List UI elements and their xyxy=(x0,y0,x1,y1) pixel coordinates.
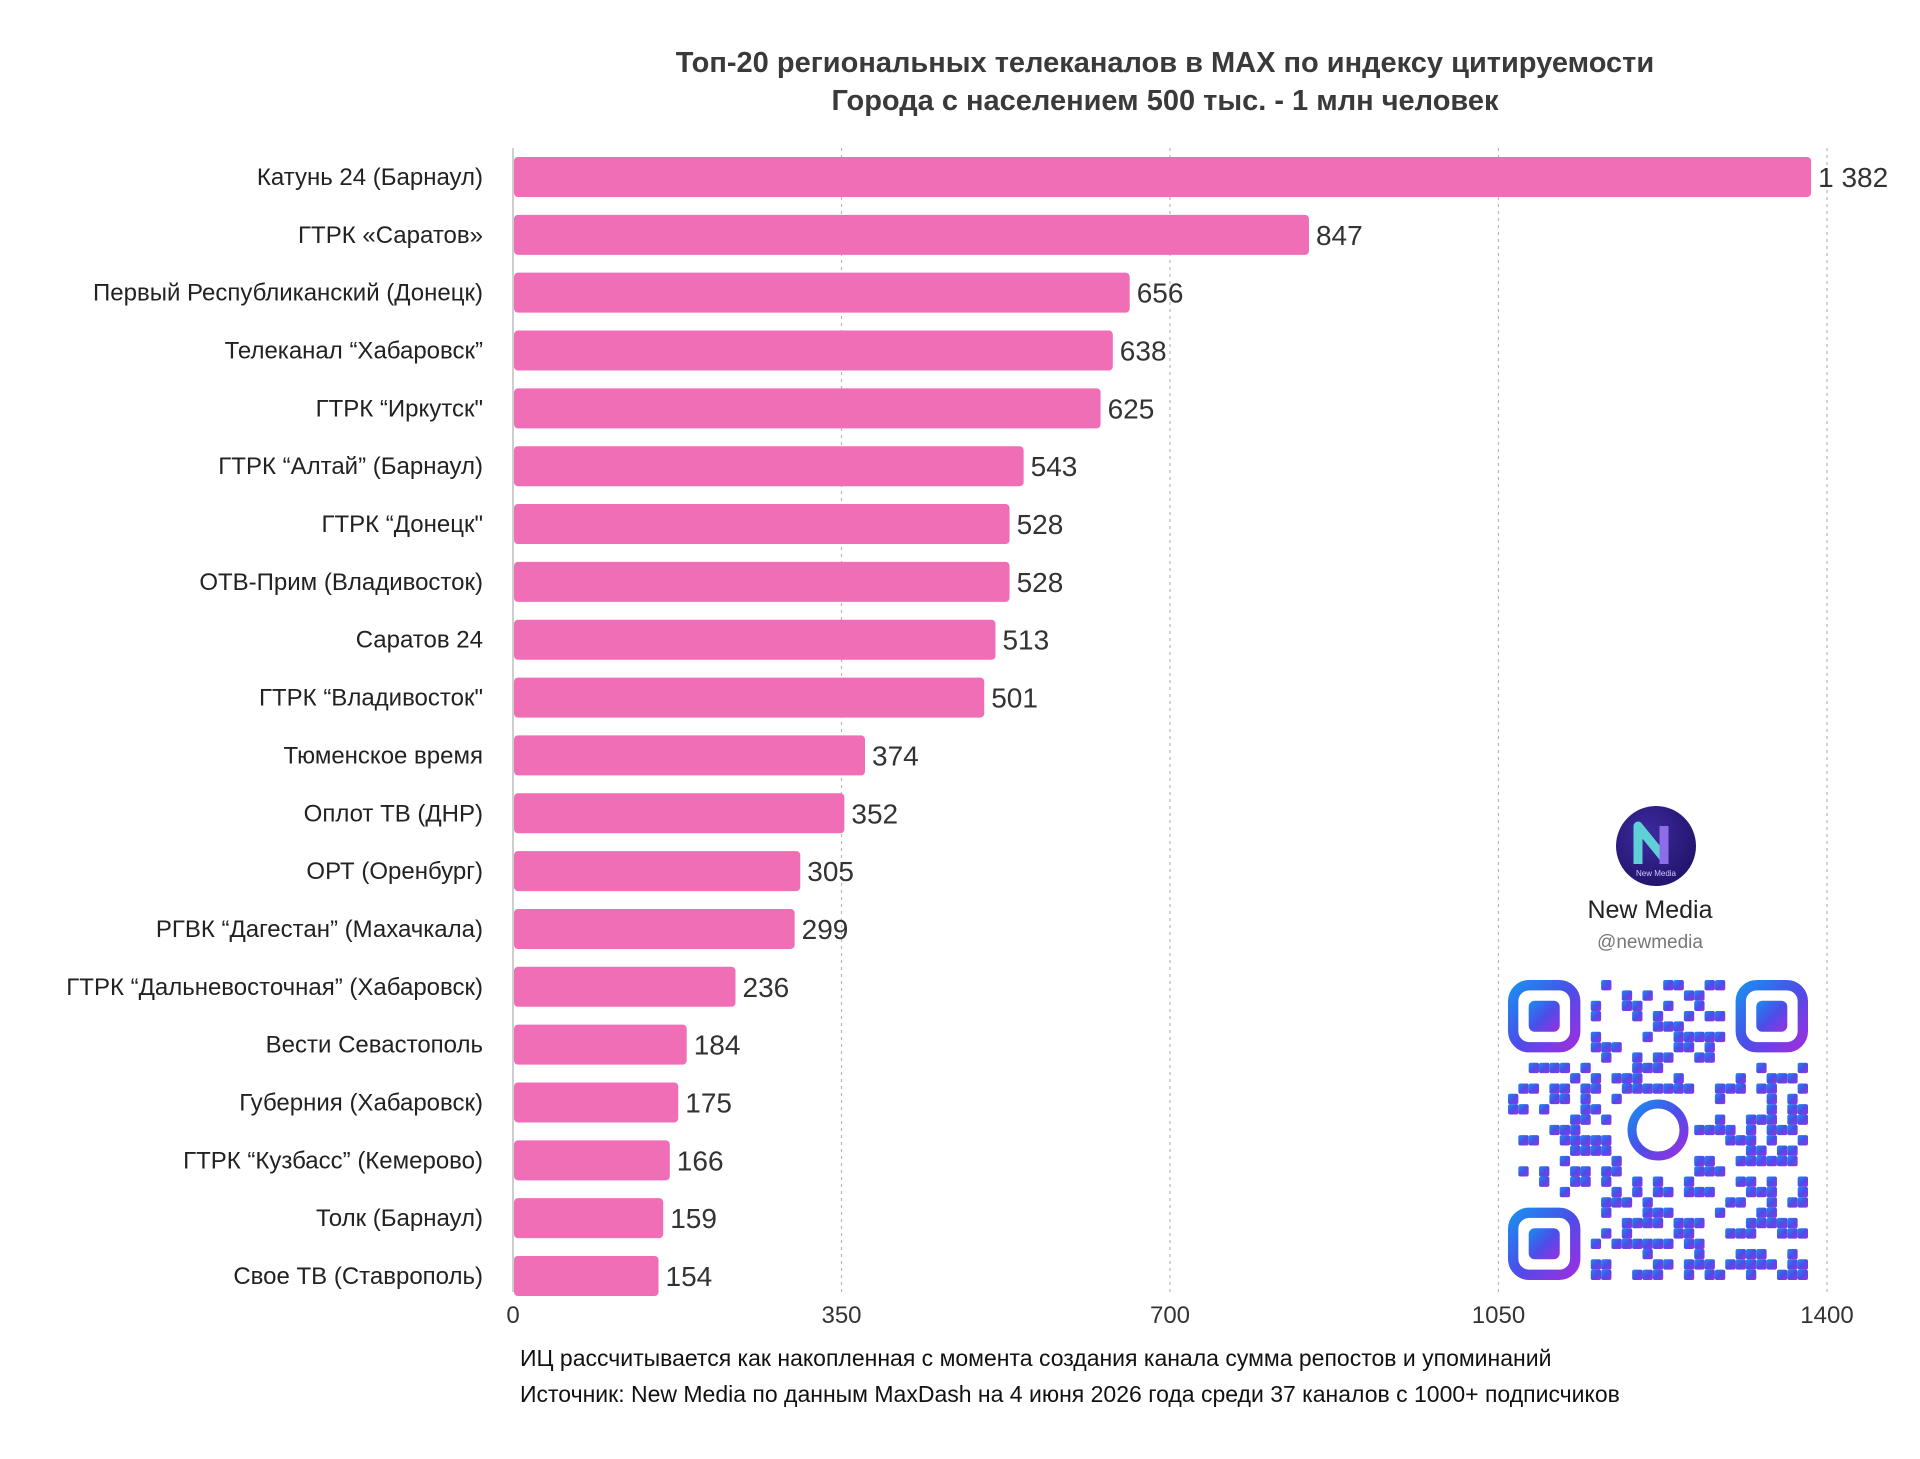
bar xyxy=(514,272,1130,313)
brand-name: New Media xyxy=(1587,896,1713,924)
value-label: 501 xyxy=(991,683,1038,714)
value-label: 305 xyxy=(807,856,854,887)
value-label: 1 382 xyxy=(1818,162,1888,193)
category-label: ГТРК «Саратов» xyxy=(298,222,483,249)
grid-lines xyxy=(512,148,1828,1292)
category-label: Вести Севастополь xyxy=(266,1032,483,1059)
bar xyxy=(514,561,1010,602)
category-label: Телеканал “Хабаровск” xyxy=(225,338,483,365)
bar xyxy=(514,908,795,949)
category-label: Первый Республиканский (Донецк) xyxy=(93,280,483,307)
bar xyxy=(514,1140,670,1181)
new-media-logo-icon: New Media xyxy=(1616,806,1696,886)
value-label: 159 xyxy=(670,1203,717,1234)
category-label: ГТРК “Алтай” (Барнаул) xyxy=(218,453,483,480)
x-tick-label: 700 xyxy=(1150,1302,1190,1329)
svg-text:New Media: New Media xyxy=(1636,869,1677,878)
chart-subtitle: Города с населением 500 тыс. - 1 млн чел… xyxy=(831,85,1499,117)
value-label: 154 xyxy=(666,1261,713,1292)
category-label: Свое ТВ (Ставрополь) xyxy=(233,1263,483,1290)
bar xyxy=(514,157,1812,197)
category-label: ГТРК “Донецк" xyxy=(321,511,483,538)
category-label: Оплот ТВ (ДНР) xyxy=(304,800,483,827)
bar xyxy=(514,330,1113,371)
bar xyxy=(514,793,845,834)
value-label: 656 xyxy=(1137,278,1184,309)
bar xyxy=(514,446,1024,487)
x-tick-label: 0 xyxy=(506,1302,519,1329)
bar xyxy=(514,851,801,892)
value-label: 352 xyxy=(851,798,898,829)
category-label: ГТРК “Иркутск" xyxy=(316,395,483,422)
value-label: 625 xyxy=(1108,393,1155,424)
category-label: ГТРК “Владивосток" xyxy=(259,685,483,712)
bar xyxy=(514,504,1010,545)
value-label: 175 xyxy=(685,1087,732,1118)
category-label: Губерния (Хабаровск) xyxy=(239,1089,483,1116)
value-label: 638 xyxy=(1120,336,1167,367)
category-labels: Катунь 24 (Барнаул) ГТРК «Саратов» Первый … xyxy=(66,164,483,1290)
bar xyxy=(514,619,996,660)
bars: 1 382 847 656 638 625 543 528 528 513 501 374 352 30… xyxy=(514,157,1888,1296)
bar xyxy=(514,735,866,776)
chart-title: Топ-20 региональных телеканалов в MAX по… xyxy=(676,47,1654,79)
x-tick-label: 350 xyxy=(821,1302,861,1329)
value-label: 528 xyxy=(1017,509,1064,540)
bar xyxy=(514,1024,687,1065)
bar xyxy=(514,1198,664,1239)
x-tick-label: 1400 xyxy=(1800,1302,1853,1329)
value-label: 236 xyxy=(743,972,790,1003)
category-label: ГТРК “Кузбасс” (Кемерово) xyxy=(183,1147,483,1174)
value-label: 166 xyxy=(677,1145,724,1176)
bar xyxy=(514,1256,659,1296)
bar xyxy=(514,677,985,718)
value-label: 299 xyxy=(802,914,849,945)
category-label: Тюменское время xyxy=(283,742,483,769)
value-label: 513 xyxy=(1002,625,1049,656)
value-label: 528 xyxy=(1017,567,1064,598)
footnote-source: Источник: New Media по данным MaxDash на… xyxy=(520,1381,1620,1407)
category-label: ОТВ-Прим (Владивосток) xyxy=(199,569,483,596)
category-label: Катунь 24 (Барнаул) xyxy=(257,164,483,191)
category-label: Толк (Барнаул) xyxy=(316,1205,483,1232)
footnote-methodology: ИЦ рассчитывается как накопленная с моме… xyxy=(520,1345,1552,1371)
category-label: РГВК “Дагестан” (Махачкала) xyxy=(156,916,483,943)
value-label: 184 xyxy=(694,1030,741,1061)
category-label: ГТРК “Дальневосточная” (Хабаровск) xyxy=(66,974,483,1001)
bar xyxy=(514,1082,679,1123)
brand-handle: @newmedia xyxy=(1597,932,1703,953)
x-axis-ticks: 0 350 700 1050 1400 xyxy=(506,1302,1853,1329)
category-label: ОРТ (Оренбург) xyxy=(306,858,483,885)
x-tick-label: 1050 xyxy=(1472,1302,1525,1329)
value-label: 374 xyxy=(872,740,919,771)
bar xyxy=(514,214,1309,255)
value-label: 543 xyxy=(1031,451,1078,482)
qr-code-icon xyxy=(1508,980,1808,1280)
value-label: 847 xyxy=(1316,220,1363,251)
bar xyxy=(514,966,736,1007)
category-label: Саратов 24 xyxy=(356,627,483,654)
bar xyxy=(514,388,1101,429)
